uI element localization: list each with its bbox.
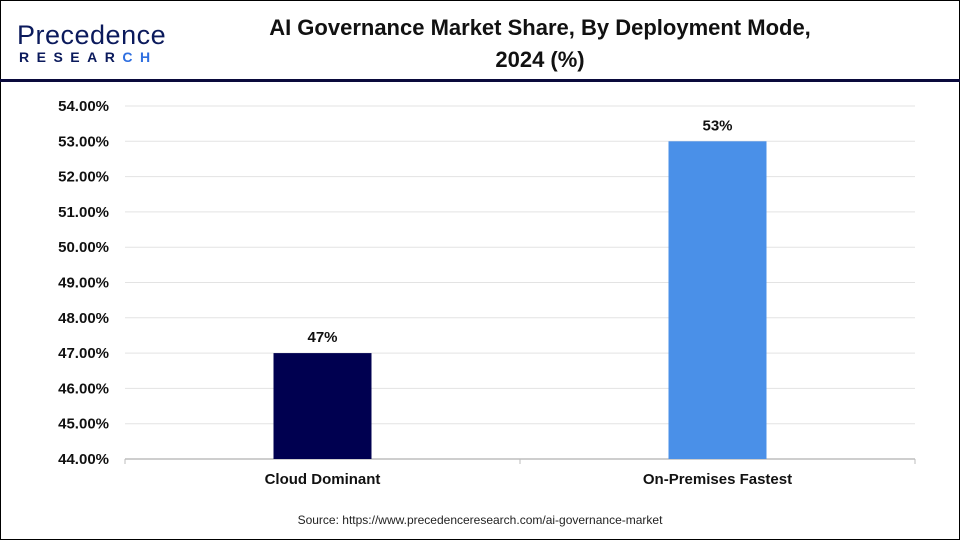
bar	[668, 141, 767, 460]
header-divider	[0, 79, 960, 82]
y-tick-label: 51.00%	[58, 204, 109, 221]
y-tick-label: 53.00%	[58, 133, 109, 150]
source-note: Source: https://www.precedenceresearch.c…	[297, 513, 663, 527]
y-tick-label: 48.00%	[58, 310, 109, 327]
logo: Precedence RESEARCH	[17, 20, 167, 66]
y-tick-label: 44.00%	[58, 451, 109, 468]
title-line2: 2024 (%)	[495, 47, 585, 72]
data-label: 53%	[702, 117, 732, 134]
bar	[273, 353, 372, 459]
title-line1: AI Governance Market Share, By Deploymen…	[269, 15, 811, 40]
y-tick-label: 54.00%	[58, 98, 109, 115]
logo-line2: RESEARCH	[19, 49, 158, 65]
y-tick-label: 47.00%	[58, 345, 109, 362]
y-tick-label: 52.00%	[58, 169, 109, 186]
chart-title: AI Governance Market Share, By Deploymen…	[200, 12, 880, 76]
category-label: On-Premises Fastest	[643, 471, 792, 488]
y-tick-label: 46.00%	[58, 380, 109, 397]
y-tick-label: 49.00%	[58, 275, 109, 292]
y-tick-label: 45.00%	[58, 416, 109, 433]
logo-line1: Precedence	[17, 20, 167, 50]
category-label: Cloud Dominant	[265, 471, 381, 488]
data-label: 47%	[307, 329, 337, 346]
y-tick-label: 50.00%	[58, 239, 109, 256]
